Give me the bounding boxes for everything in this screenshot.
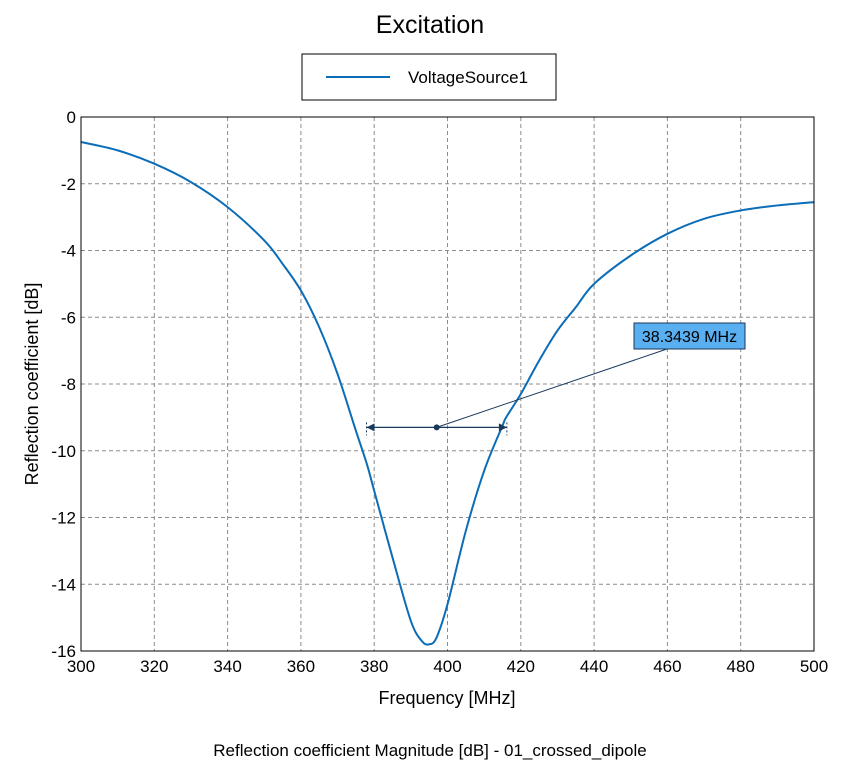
grid [81, 117, 814, 651]
bandwidth-arrow-left [366, 423, 375, 432]
x-tick-label: 380 [360, 657, 388, 676]
x-axis-ticks: 300 320 340 360 380 400 420 440 460 480 500 [67, 657, 828, 676]
y-axis-label: Reflection coefficient [dB] [22, 283, 42, 486]
chart-title: Excitation [376, 11, 484, 39]
y-tick-label: -12 [51, 509, 76, 528]
y-tick-label: -16 [51, 642, 76, 661]
x-tick-label: 420 [507, 657, 535, 676]
annotation-label: 38.3439 MHz [642, 329, 737, 346]
chart-footer: Reflection coefficient Magnitude [dB] - … [213, 741, 646, 760]
plot-frame [80, 116, 815, 652]
x-tick-label: 360 [287, 657, 315, 676]
x-tick-label: 460 [653, 657, 681, 676]
x-tick-label: 500 [800, 657, 828, 676]
y-tick-label: -8 [61, 375, 76, 394]
bandwidth-arrow-right [498, 423, 507, 432]
y-axis-ticks: 0 -2 -4 -6 -8 -10 -12 -14 -16 [51, 108, 76, 661]
bandwidth-annotation: 38.3439 MHz [366, 322, 746, 436]
series-line-voltagesource1 [80, 141, 815, 646]
y-tick-label: -2 [61, 175, 76, 194]
y-tick-label: -4 [61, 242, 76, 261]
annotation-label-box [633, 322, 746, 350]
x-tick-label: 400 [433, 657, 461, 676]
x-tick-label: 340 [213, 657, 241, 676]
x-tick-label: 320 [140, 657, 168, 676]
y-tick-label: -10 [51, 442, 76, 461]
annotation-leader-line [436, 348, 668, 428]
y-tick-label: 0 [67, 108, 76, 127]
legend[interactable]: VoltageSource1 [301, 53, 557, 101]
y-tick-label: -6 [61, 308, 76, 327]
x-tick-label: 440 [580, 657, 608, 676]
x-tick-label: 480 [727, 657, 755, 676]
y-tick-label: -14 [51, 575, 76, 594]
x-axis-label: Frequency [MHz] [378, 688, 515, 708]
x-tick-label: 300 [67, 657, 95, 676]
legend-label: VoltageSource1 [408, 68, 528, 87]
